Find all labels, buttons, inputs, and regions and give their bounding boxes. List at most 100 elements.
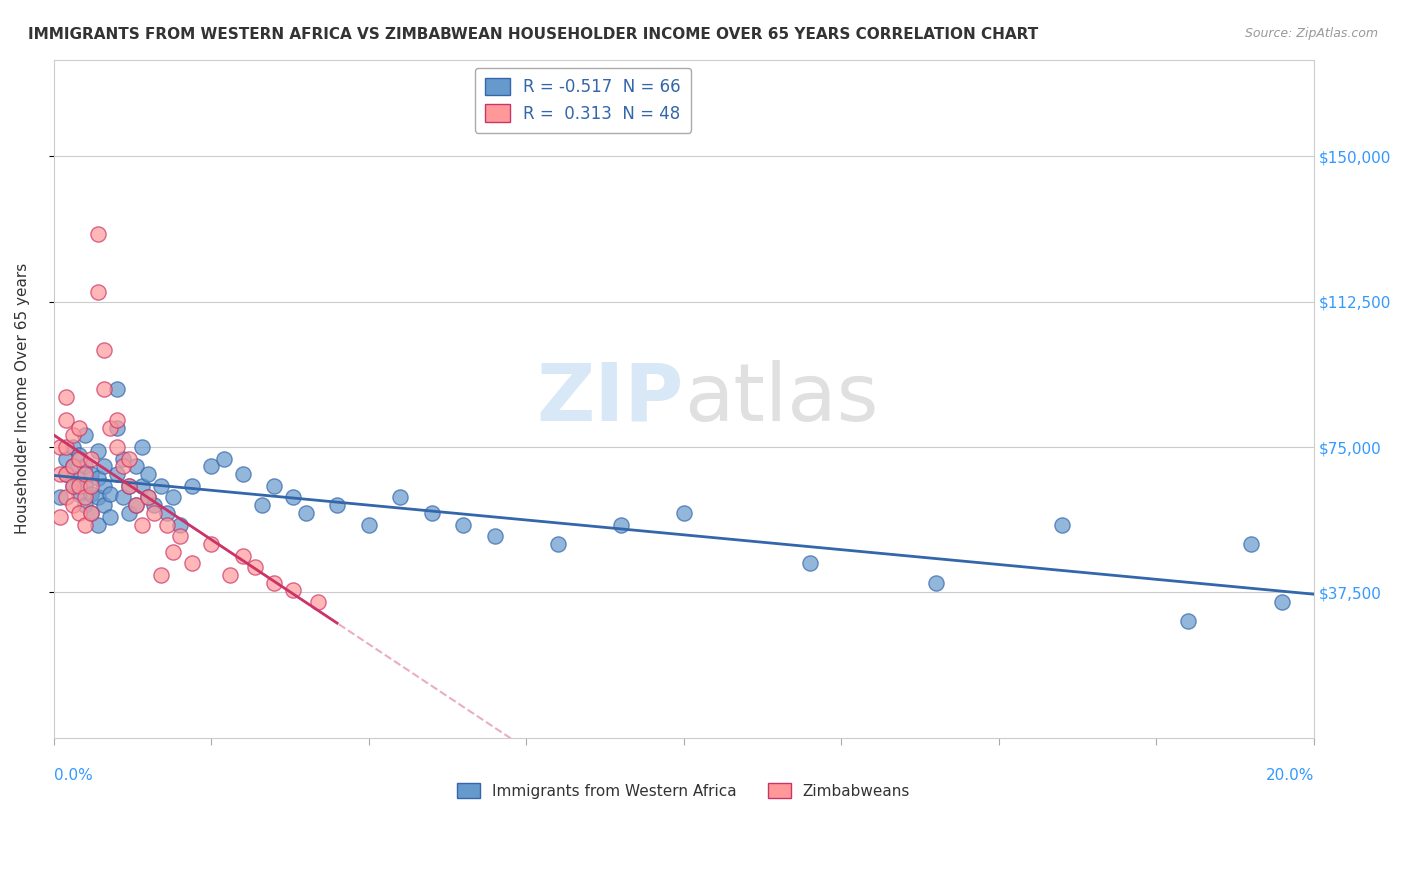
- Point: [55, 390, 77, 404]
- Point: [219, 568, 242, 582]
- Point: [62, 428, 84, 442]
- Point: [420, 506, 443, 520]
- Point: [67, 451, 90, 466]
- Point: [118, 451, 141, 466]
- Point: [105, 467, 128, 482]
- Point: [136, 491, 159, 505]
- Point: [124, 459, 146, 474]
- Point: [86, 285, 108, 299]
- Point: [118, 506, 141, 520]
- Point: [200, 459, 222, 474]
- Point: [609, 517, 631, 532]
- Point: [156, 506, 179, 520]
- Point: [232, 467, 254, 482]
- Text: ZIP: ZIP: [537, 359, 683, 438]
- Point: [672, 506, 695, 520]
- Point: [105, 382, 128, 396]
- Point: [55, 451, 77, 466]
- Point: [98, 486, 121, 500]
- Point: [62, 440, 84, 454]
- Y-axis label: Householder Income Over 65 years: Householder Income Over 65 years: [15, 263, 30, 534]
- Point: [484, 529, 506, 543]
- Point: [156, 517, 179, 532]
- Point: [75, 459, 97, 474]
- Point: [98, 509, 121, 524]
- Point: [49, 491, 72, 505]
- Point: [136, 467, 159, 482]
- Point: [357, 517, 380, 532]
- Point: [212, 451, 235, 466]
- Point: [294, 506, 316, 520]
- Point: [75, 467, 97, 482]
- Point: [86, 517, 108, 532]
- Point: [143, 498, 166, 512]
- Point: [67, 448, 90, 462]
- Point: [86, 444, 108, 458]
- Point: [263, 479, 285, 493]
- Point: [451, 517, 474, 532]
- Point: [55, 467, 77, 482]
- Point: [1271, 595, 1294, 609]
- Point: [67, 421, 90, 435]
- Point: [136, 491, 159, 505]
- Point: [93, 479, 115, 493]
- Point: [93, 459, 115, 474]
- Point: [80, 506, 103, 520]
- Point: [149, 568, 172, 582]
- Point: [49, 440, 72, 454]
- Point: [111, 451, 134, 466]
- Text: atlas: atlas: [683, 359, 879, 438]
- Point: [67, 506, 90, 520]
- Point: [124, 498, 146, 512]
- Point: [55, 440, 77, 454]
- Point: [105, 413, 128, 427]
- Point: [111, 459, 134, 474]
- Point: [62, 498, 84, 512]
- Point: [111, 491, 134, 505]
- Point: [80, 506, 103, 520]
- Point: [67, 486, 90, 500]
- Point: [93, 382, 115, 396]
- Point: [55, 467, 77, 482]
- Point: [86, 491, 108, 505]
- Point: [389, 491, 412, 505]
- Point: [799, 557, 821, 571]
- Point: [131, 479, 153, 493]
- Point: [131, 440, 153, 454]
- Point: [62, 479, 84, 493]
- Point: [49, 467, 72, 482]
- Point: [67, 471, 90, 485]
- Point: [169, 517, 191, 532]
- Point: [62, 459, 84, 474]
- Point: [75, 479, 97, 493]
- Text: 20.0%: 20.0%: [1265, 768, 1313, 783]
- Point: [149, 479, 172, 493]
- Point: [86, 471, 108, 485]
- Point: [98, 421, 121, 435]
- Point: [86, 227, 108, 241]
- Point: [162, 545, 184, 559]
- Point: [75, 517, 97, 532]
- Point: [105, 440, 128, 454]
- Point: [263, 575, 285, 590]
- Point: [245, 560, 267, 574]
- Text: 0.0%: 0.0%: [53, 768, 93, 783]
- Point: [55, 413, 77, 427]
- Point: [250, 498, 273, 512]
- Point: [93, 498, 115, 512]
- Point: [75, 498, 97, 512]
- Point: [200, 537, 222, 551]
- Point: [547, 537, 569, 551]
- Text: Source: ZipAtlas.com: Source: ZipAtlas.com: [1244, 27, 1378, 40]
- Text: IMMIGRANTS FROM WESTERN AFRICA VS ZIMBABWEAN HOUSEHOLDER INCOME OVER 65 YEARS CO: IMMIGRANTS FROM WESTERN AFRICA VS ZIMBAB…: [28, 27, 1039, 42]
- Point: [326, 498, 349, 512]
- Point: [181, 479, 204, 493]
- Legend: Immigrants from Western Africa, Zimbabweans: Immigrants from Western Africa, Zimbabwe…: [451, 776, 917, 805]
- Point: [162, 491, 184, 505]
- Point: [131, 517, 153, 532]
- Point: [124, 498, 146, 512]
- Point: [925, 575, 948, 590]
- Point: [143, 506, 166, 520]
- Point: [1177, 615, 1199, 629]
- Point: [281, 491, 304, 505]
